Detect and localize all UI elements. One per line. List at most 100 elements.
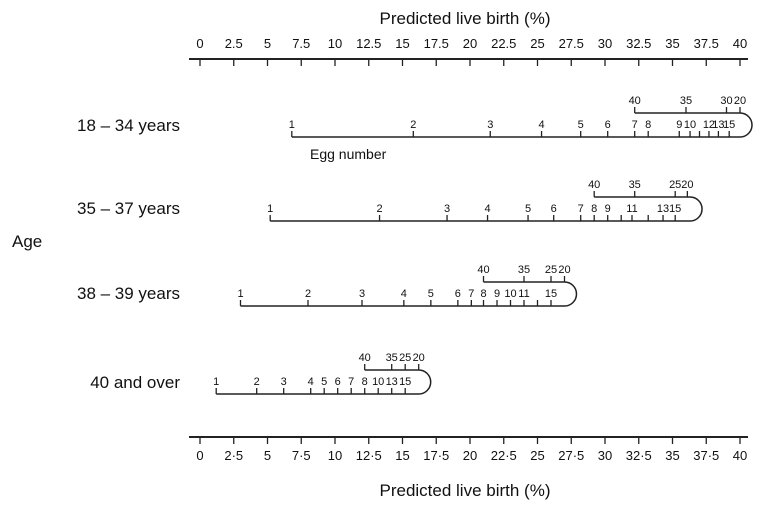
top-axis-tick-label: 20: [463, 36, 477, 51]
bottom-axis-tick-label: 5: [264, 448, 271, 463]
egg-tick-label: 40: [588, 179, 600, 191]
group-label: 40 and over: [90, 373, 180, 392]
egg-tick-label: 7: [632, 119, 638, 131]
egg-tick-label: 35: [518, 264, 530, 276]
bottom-axis-tick-label: 7·5: [292, 448, 311, 463]
group-4: 40 and over 1 2 3 4 5 6 7 8 10 13 15 40 35 25 20: [90, 352, 432, 395]
top-axis-tick-label: 17.5: [424, 36, 449, 51]
bottom-axis-tick-label: 20: [463, 448, 477, 463]
egg-scale-line: [291, 112, 753, 138]
egg-tick-label: 40: [629, 95, 641, 107]
egg-scale-line: [240, 281, 578, 307]
egg-tick-label: 8: [591, 203, 597, 215]
egg-tick-label: 13: [657, 203, 669, 215]
bottom-axis-tick-label: 0: [196, 448, 203, 463]
egg-tick-label: 1: [213, 376, 219, 388]
egg-tick-label: 8: [480, 288, 486, 300]
egg-tick-label: 9: [494, 288, 500, 300]
egg-tick-label: 1: [237, 288, 243, 300]
egg-tick-label: 13: [386, 376, 398, 388]
top-axis-tick-label: 0: [196, 36, 203, 51]
top-axis-tick-label: 25: [530, 36, 544, 51]
egg-tick-label: 15: [669, 203, 681, 215]
egg-tick-label: 9: [676, 119, 682, 131]
egg-tick-label: 2: [410, 119, 416, 131]
bottom-axis-tick-label: 40: [733, 448, 747, 463]
egg-tick-label: 1: [289, 119, 295, 131]
egg-tick-label: 7: [578, 203, 584, 215]
egg-tick-label: 20: [413, 352, 425, 364]
bottom-axis-tick-label: 25: [530, 448, 544, 463]
bottom-axis-tick-label: 12·5: [356, 448, 382, 463]
egg-tick-label: 15: [399, 376, 411, 388]
top-axis-tick-label: 27.5: [559, 36, 584, 51]
egg-tick-label: 4: [538, 119, 544, 131]
top-axis-tick-label: 15: [395, 36, 409, 51]
egg-tick-label: 20: [558, 264, 570, 276]
egg-tick-label: 40: [477, 264, 489, 276]
egg-tick-label: 6: [605, 119, 611, 131]
bottom-axis-tick-label: 2·5: [224, 448, 243, 463]
egg-tick-label: 5: [428, 288, 434, 300]
top-axis-title: Predicted live birth (%): [379, 9, 550, 28]
bottom-axis-tick-label: 37·5: [693, 448, 719, 463]
egg-tick-label: 7: [468, 288, 474, 300]
egg-tick-label: 6: [335, 376, 341, 388]
egg-tick-label: 3: [359, 288, 365, 300]
egg-tick-label: 11: [518, 288, 529, 300]
egg-tick-label: 35: [386, 352, 398, 364]
egg-tick-label: 7: [348, 376, 354, 388]
egg-tick-label: 2: [254, 376, 260, 388]
egg-tick-label: 25: [669, 179, 681, 191]
egg-tick-label: 35: [629, 179, 641, 191]
egg-tick-label: 20: [734, 95, 746, 107]
egg-tick-label: 3: [444, 203, 450, 215]
bottom-axis-title: Predicted live birth (%): [379, 481, 550, 500]
top-axis-tick-label: 22.5: [491, 36, 516, 51]
bottom-axis-tick-label: 30: [598, 448, 612, 463]
egg-tick-label: 40: [359, 352, 371, 364]
egg-tick-label: 12: [703, 119, 715, 131]
egg-tick-label: 4: [308, 376, 314, 388]
bottom-axis-tick-label: 15: [395, 448, 409, 463]
egg-tick-label: 10: [504, 288, 516, 300]
egg-tick-label: 13: [712, 119, 724, 131]
egg-tick-label: 2: [376, 203, 382, 215]
egg-tick-label: 5: [321, 376, 327, 388]
egg-tick-label: 10: [372, 376, 384, 388]
egg-tick-label: 4: [484, 203, 490, 215]
egg-tick-label: 4: [401, 288, 407, 300]
top-axis-tick-label: 5: [264, 36, 271, 51]
group-label: 38 – 39 years: [77, 284, 180, 303]
top-axis-tick-label: 40: [733, 36, 747, 51]
egg-tick-label: 5: [525, 203, 531, 215]
egg-scale-line: [270, 196, 703, 222]
egg-tick-label: 5: [578, 119, 584, 131]
egg-tick-label: 11: [626, 203, 637, 215]
egg-tick-label: 3: [281, 376, 287, 388]
egg-tick-label: 6: [455, 288, 461, 300]
axes-layer: 0 2.5 5 7.5 10 12.5 15 17.5 20 22.5 25 27.5 30 32.5 35…: [189, 36, 748, 463]
egg-tick-label: 20: [681, 179, 693, 191]
egg-tick-label: 25: [399, 352, 411, 364]
bottom-axis-tick-label: 22·5: [491, 448, 517, 463]
top-axis-tick-label: 32.5: [626, 36, 651, 51]
group-2: 35 – 37 years 1 2 3 4 5 6 7 8 9 11 13 15 40 35 25 20: [77, 179, 703, 222]
top-axis-tick-label: 12.5: [356, 36, 381, 51]
egg-tick-label: 15: [545, 288, 557, 300]
group-3: 38 – 39 years 1 2 3 4 5 6 7 8 9 10 11 15 40 35 25 20: [77, 264, 578, 307]
top-axis-tick-label: 7.5: [292, 36, 310, 51]
egg-number-annotation: Egg number: [310, 146, 387, 162]
egg-tick-label: 1: [267, 203, 273, 215]
group-label: 35 – 37 years: [77, 199, 180, 218]
age-axis-label: Age: [12, 232, 42, 251]
top-axis-tick-label: 2.5: [225, 36, 243, 51]
egg-tick-label: 15: [723, 119, 735, 131]
egg-tick-label: 3: [487, 119, 493, 131]
egg-tick-label: 9: [605, 203, 611, 215]
bottom-axis-tick-label: 17·5: [423, 448, 449, 463]
bottom-axis-tick-label: 27·5: [558, 448, 584, 463]
